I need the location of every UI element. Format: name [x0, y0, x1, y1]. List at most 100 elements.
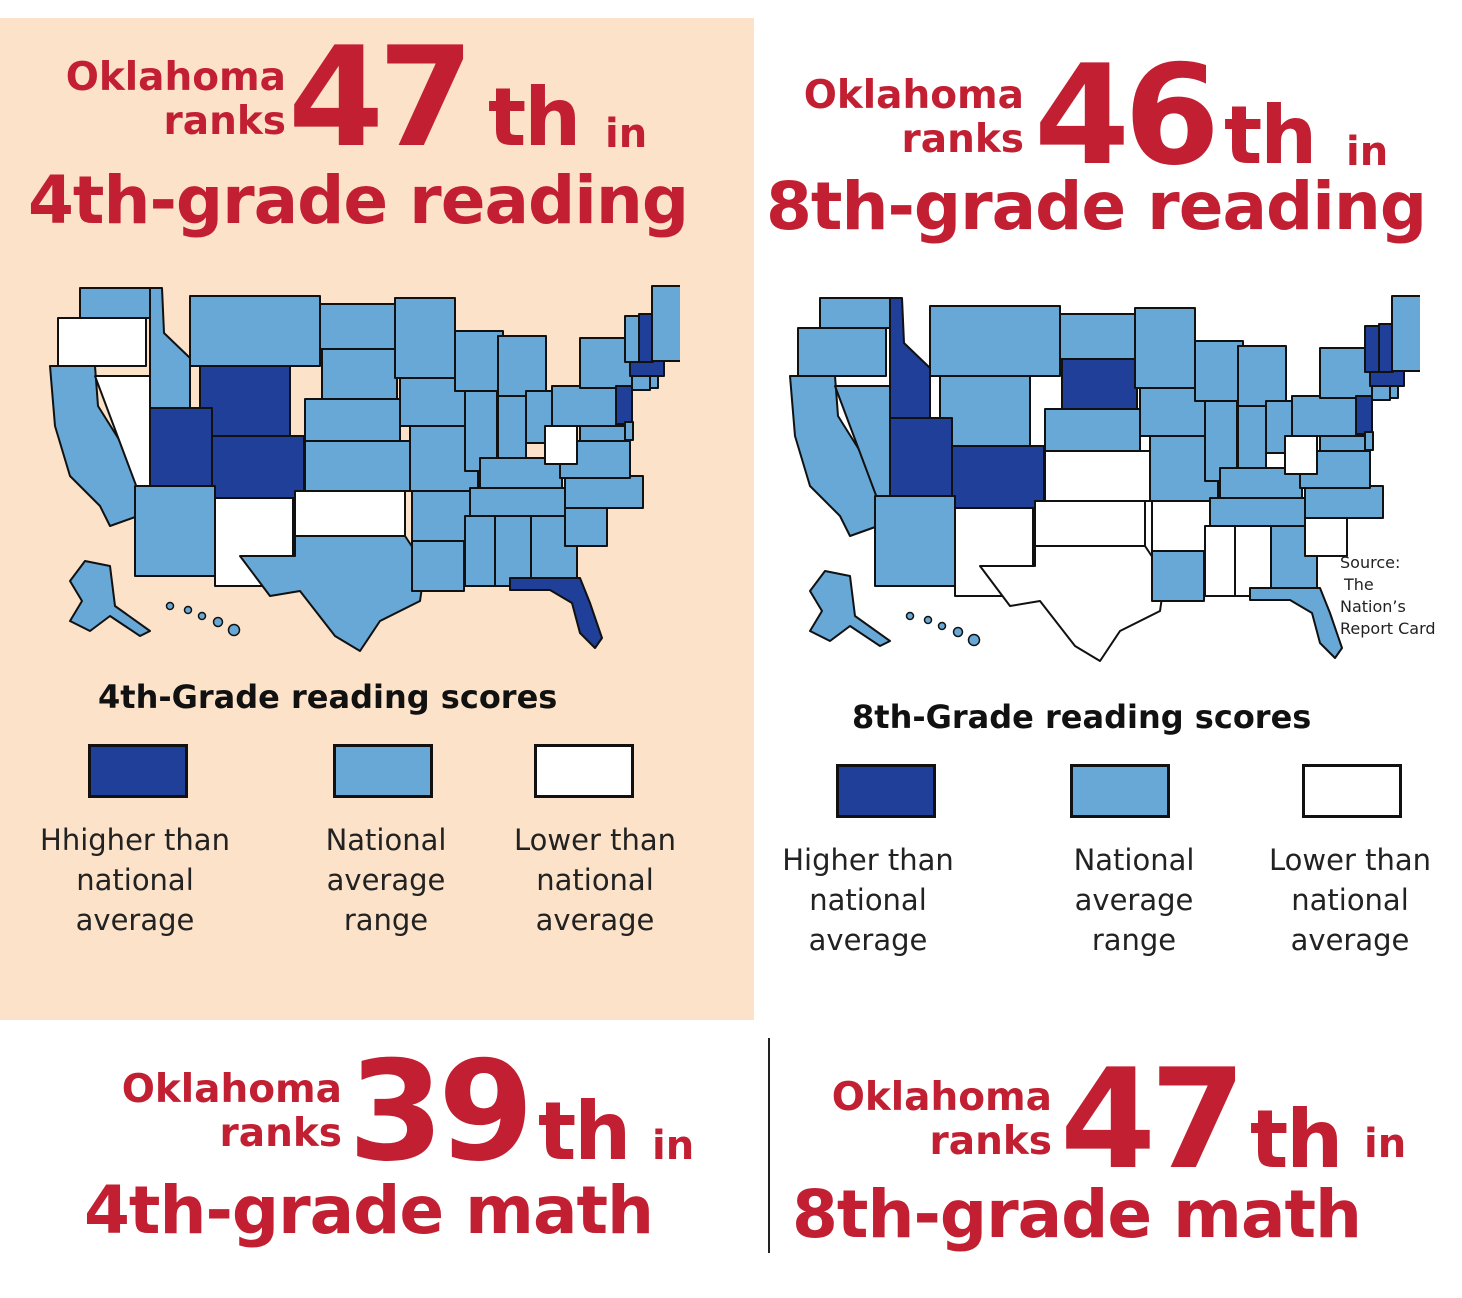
us-map-8th-grade-reading — [789, 295, 1420, 662]
headline-rank-number: 46 — [1034, 35, 1220, 196]
state-tennessee — [1209, 497, 1311, 527]
legend-label-line: national — [536, 863, 654, 897]
hawaii-island — [227, 623, 241, 637]
headline-subject: 4th-grade math — [84, 1172, 654, 1249]
state-new-hampshire — [1378, 323, 1394, 373]
state-maryland — [579, 425, 626, 442]
state-new-jersey — [1355, 395, 1373, 435]
state-california — [789, 375, 886, 537]
legend-label-line: National — [1073, 843, 1195, 877]
legend-label-line: National — [325, 823, 447, 857]
state-north-carolina — [564, 475, 644, 509]
hawaii-island — [967, 633, 981, 647]
state-oklahoma — [1034, 500, 1146, 547]
headline-state: Oklahoma — [65, 55, 286, 100]
state-oregon — [57, 317, 147, 367]
state-south-dakota — [321, 348, 398, 400]
state-mississippi — [1204, 525, 1236, 597]
headline-ranks: ranks — [219, 1111, 342, 1156]
state-arkansas — [1151, 500, 1211, 552]
state-indiana — [1237, 405, 1267, 469]
state-wisconsin — [454, 330, 504, 392]
us-map-4th-grade-reading — [49, 285, 680, 652]
state-rhode-island — [649, 375, 659, 389]
state-mississippi — [464, 515, 496, 587]
state-arizona — [134, 485, 216, 577]
state-north-dakota — [1059, 313, 1136, 360]
legend-label-higher: Hhigher than national average — [25, 820, 245, 940]
legend-label-line: average — [535, 903, 655, 937]
state-south-dakota — [1061, 358, 1138, 410]
state-west-virginia — [544, 425, 578, 465]
legend-label-lower: Lower than national average — [1240, 840, 1460, 960]
state-tennessee — [469, 487, 571, 517]
state-idaho — [889, 297, 931, 419]
state-massachusetts — [1369, 370, 1405, 387]
legend-swatch-lower — [1302, 764, 1402, 818]
state-nebraska — [304, 398, 401, 442]
headline-rank-suffix: th — [488, 71, 581, 164]
legend-swatch-national-range — [1070, 764, 1170, 818]
state-hawaii — [165, 601, 241, 637]
state-oklahoma — [294, 490, 406, 537]
hawaii-island — [183, 605, 193, 615]
state-new-jersey — [615, 385, 633, 425]
headline-rank-number: 39 — [348, 1031, 534, 1192]
state-florida — [1249, 587, 1343, 659]
hawaii-island — [905, 611, 915, 621]
state-rhode-island — [1389, 385, 1399, 399]
legend-swatch-national-range — [333, 744, 433, 798]
state-pennsylvania — [551, 385, 617, 427]
state-nebraska — [1044, 408, 1141, 452]
hawaii-island — [923, 615, 933, 625]
headline-in: in — [605, 111, 648, 157]
state-new-hampshire — [638, 313, 654, 363]
state-delaware — [624, 421, 634, 441]
legend-label-line: average — [1074, 883, 1194, 917]
legend-label-line: range — [1091, 923, 1177, 957]
state-pennsylvania — [1291, 395, 1357, 437]
headline-8th-math: Oklahoma ranks 47 th in 8th-grade math — [772, 1030, 1462, 1290]
legend-swatch-higher — [836, 764, 936, 818]
legend-label-line: Higher than — [782, 843, 954, 877]
state-michigan — [1237, 345, 1287, 407]
legend-title: 8th-Grade reading scores — [852, 698, 1312, 736]
headline-subject: 4th-grade reading — [28, 162, 689, 239]
state-hawaii — [905, 611, 981, 647]
state-vermont — [624, 315, 640, 363]
state-colorado — [211, 435, 305, 499]
legend-label-national-range: National average range — [276, 820, 496, 940]
source-note: Source: The Nation’s Report Card — [1340, 552, 1436, 640]
headline-4th-math: Oklahoma ranks 39 th in 4th-grade math — [0, 1030, 760, 1290]
hawaii-island — [937, 621, 947, 631]
source-line: The — [1344, 575, 1374, 594]
hawaii-island — [165, 601, 175, 611]
hawaii-island — [212, 616, 224, 628]
legend-label-line: average — [1290, 923, 1410, 957]
state-massachusetts — [629, 360, 665, 377]
headline-rank-suffix: th — [538, 1085, 631, 1178]
state-california — [49, 365, 146, 527]
state-louisiana — [411, 540, 465, 592]
headline-state: Oklahoma — [121, 1067, 342, 1112]
state-louisiana — [1151, 550, 1205, 602]
state-arizona — [874, 495, 956, 587]
state-alabama — [494, 515, 532, 587]
state-washington — [819, 297, 891, 329]
state-michigan — [497, 335, 547, 397]
legend-title: 4th-Grade reading scores — [98, 678, 558, 716]
legend-label-line: average — [808, 923, 928, 957]
headline-in: in — [1364, 1121, 1407, 1167]
state-indiana — [497, 395, 527, 459]
state-idaho — [149, 287, 191, 409]
legend-label-line: average — [326, 863, 446, 897]
legend-label-line: Lower than — [514, 823, 676, 857]
legend-label-line: range — [343, 903, 429, 937]
headline-rank-suffix: th — [1224, 89, 1317, 182]
state-north-carolina — [1304, 485, 1384, 519]
state-north-dakota — [319, 303, 396, 350]
headline-subject: 8th-grade math — [792, 1176, 1362, 1253]
state-kansas — [1044, 450, 1151, 502]
legend-label-higher: Higher than national average — [758, 840, 978, 960]
state-florida — [509, 577, 603, 649]
